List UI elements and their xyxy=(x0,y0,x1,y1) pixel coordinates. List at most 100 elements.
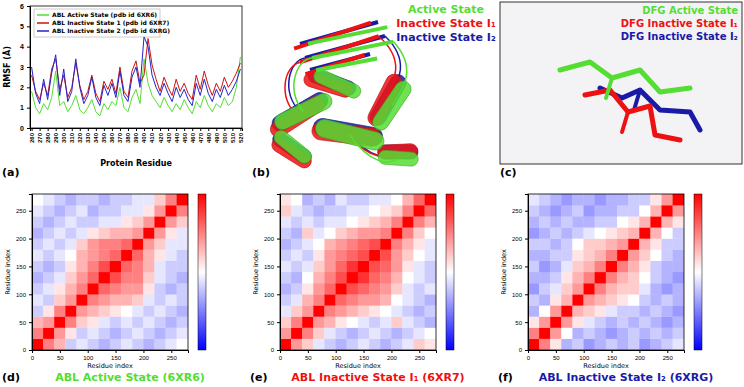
heatmap-cell xyxy=(325,294,336,305)
tick: 500 xyxy=(222,128,228,143)
heatmap-cell xyxy=(391,339,402,350)
heatmap-cell xyxy=(617,272,628,283)
legend-label: ABL Active State (pdb id 6XR6) xyxy=(52,11,157,19)
legend-swatch xyxy=(37,22,49,24)
heatmap-cell xyxy=(325,227,336,238)
heatmap-cell xyxy=(54,216,65,227)
colorbar xyxy=(198,194,206,350)
heatmap-cell xyxy=(302,216,313,227)
heatmap-cell xyxy=(606,339,617,350)
heatmap-cell xyxy=(573,294,584,305)
heatmap-cell xyxy=(166,317,177,328)
heatmap-cell xyxy=(121,216,132,227)
heatmap-cell xyxy=(99,294,110,305)
tick-mark xyxy=(27,6,30,7)
heatmap-cell xyxy=(54,317,65,328)
heatmap-cell xyxy=(110,328,121,339)
heatmap-cell xyxy=(166,216,177,227)
heatmap-cell xyxy=(380,205,391,216)
tick: 200 xyxy=(635,350,646,361)
heatmap-cell xyxy=(403,261,414,272)
heatmap-cell xyxy=(550,272,561,283)
heatmap-cell xyxy=(302,272,313,283)
heatmap-cell xyxy=(325,328,336,339)
tick: 250 xyxy=(167,350,178,361)
helix xyxy=(312,67,363,100)
heatmap-cell xyxy=(177,239,188,250)
tick-label: 440 xyxy=(174,132,180,143)
tick-mark xyxy=(60,350,61,353)
heatmap-cell xyxy=(606,328,617,339)
tick: 100 xyxy=(16,292,32,298)
tick-mark xyxy=(391,350,392,353)
heatmap-cell xyxy=(539,227,550,238)
tick-label: 250 xyxy=(16,208,27,214)
heatmap-cell xyxy=(369,216,380,227)
tick-label: 260 xyxy=(29,132,35,143)
heatmap-cell xyxy=(99,227,110,238)
heatmap-cell xyxy=(639,205,650,216)
heatmap-cell xyxy=(573,317,584,328)
heatmap-cell xyxy=(617,239,628,250)
heatmap-cell xyxy=(32,216,43,227)
heatmap-cell xyxy=(77,328,88,339)
heatmap-cell xyxy=(347,194,358,205)
heatmap-cell xyxy=(347,328,358,339)
tick-label: 100 xyxy=(264,292,275,298)
heatmap-cell xyxy=(561,227,572,238)
tick: 150 xyxy=(359,350,370,361)
tick-mark xyxy=(277,211,280,212)
heatmap-cell xyxy=(403,194,414,205)
tick: 4 xyxy=(20,43,30,50)
tick: 430 xyxy=(166,128,172,143)
heatmap-cell xyxy=(177,283,188,294)
heatmap-cell xyxy=(651,339,662,350)
heatmap-cell xyxy=(380,328,391,339)
heatmap-cell xyxy=(110,294,121,305)
heatmap-cell xyxy=(88,194,99,205)
heatmap-cell xyxy=(347,216,358,227)
heatmap-cell xyxy=(54,272,65,283)
heatmap-cell xyxy=(336,283,347,294)
heatmap-cell xyxy=(651,272,662,283)
heatmap-cell xyxy=(595,305,606,316)
heatmap-cell xyxy=(617,216,628,227)
heatmap-cell xyxy=(539,328,550,339)
tick-mark xyxy=(136,128,137,131)
heatmap-cell xyxy=(539,216,550,227)
heatmap-cell xyxy=(313,283,324,294)
heatmap-cell xyxy=(121,194,132,205)
heatmap-cell xyxy=(639,239,650,250)
heatmap-cell xyxy=(539,205,550,216)
heatmap-cell xyxy=(369,239,380,250)
heatmap-cell xyxy=(88,239,99,250)
heatmap-cell xyxy=(302,328,313,339)
series-line xyxy=(32,39,241,102)
panel-c: DFG Active StateDFG Inactive State I₁DFG… xyxy=(500,2,742,179)
heatmap-cell xyxy=(155,317,166,328)
heatmap-cell xyxy=(336,261,347,272)
heatmap-cell xyxy=(155,205,166,216)
tick-label: 3 xyxy=(20,64,24,71)
heatmap-cell xyxy=(628,328,639,339)
tick: 100 xyxy=(264,292,280,298)
heatmap-cell xyxy=(110,317,121,328)
heatmap-cell xyxy=(628,239,639,250)
heatmap-cell xyxy=(43,305,54,316)
heatmap-cell xyxy=(539,261,550,272)
heatmap-cell xyxy=(628,317,639,328)
heatmap-cell xyxy=(584,294,595,305)
tick-label: 340 xyxy=(93,132,99,143)
tick-mark xyxy=(277,322,280,323)
heatmap-cell xyxy=(425,339,436,350)
heatmap-cell xyxy=(425,239,436,250)
tick-label: 460 xyxy=(190,132,196,143)
heatmap-cell xyxy=(65,317,76,328)
heatmap-cell xyxy=(77,194,88,205)
heatmap-cell xyxy=(132,339,143,350)
heatmap-cell xyxy=(347,250,358,261)
tick-label: 480 xyxy=(206,132,212,143)
heatmap-cell xyxy=(414,239,425,250)
heatmap-cell xyxy=(639,317,650,328)
heatmap-cell xyxy=(54,261,65,272)
